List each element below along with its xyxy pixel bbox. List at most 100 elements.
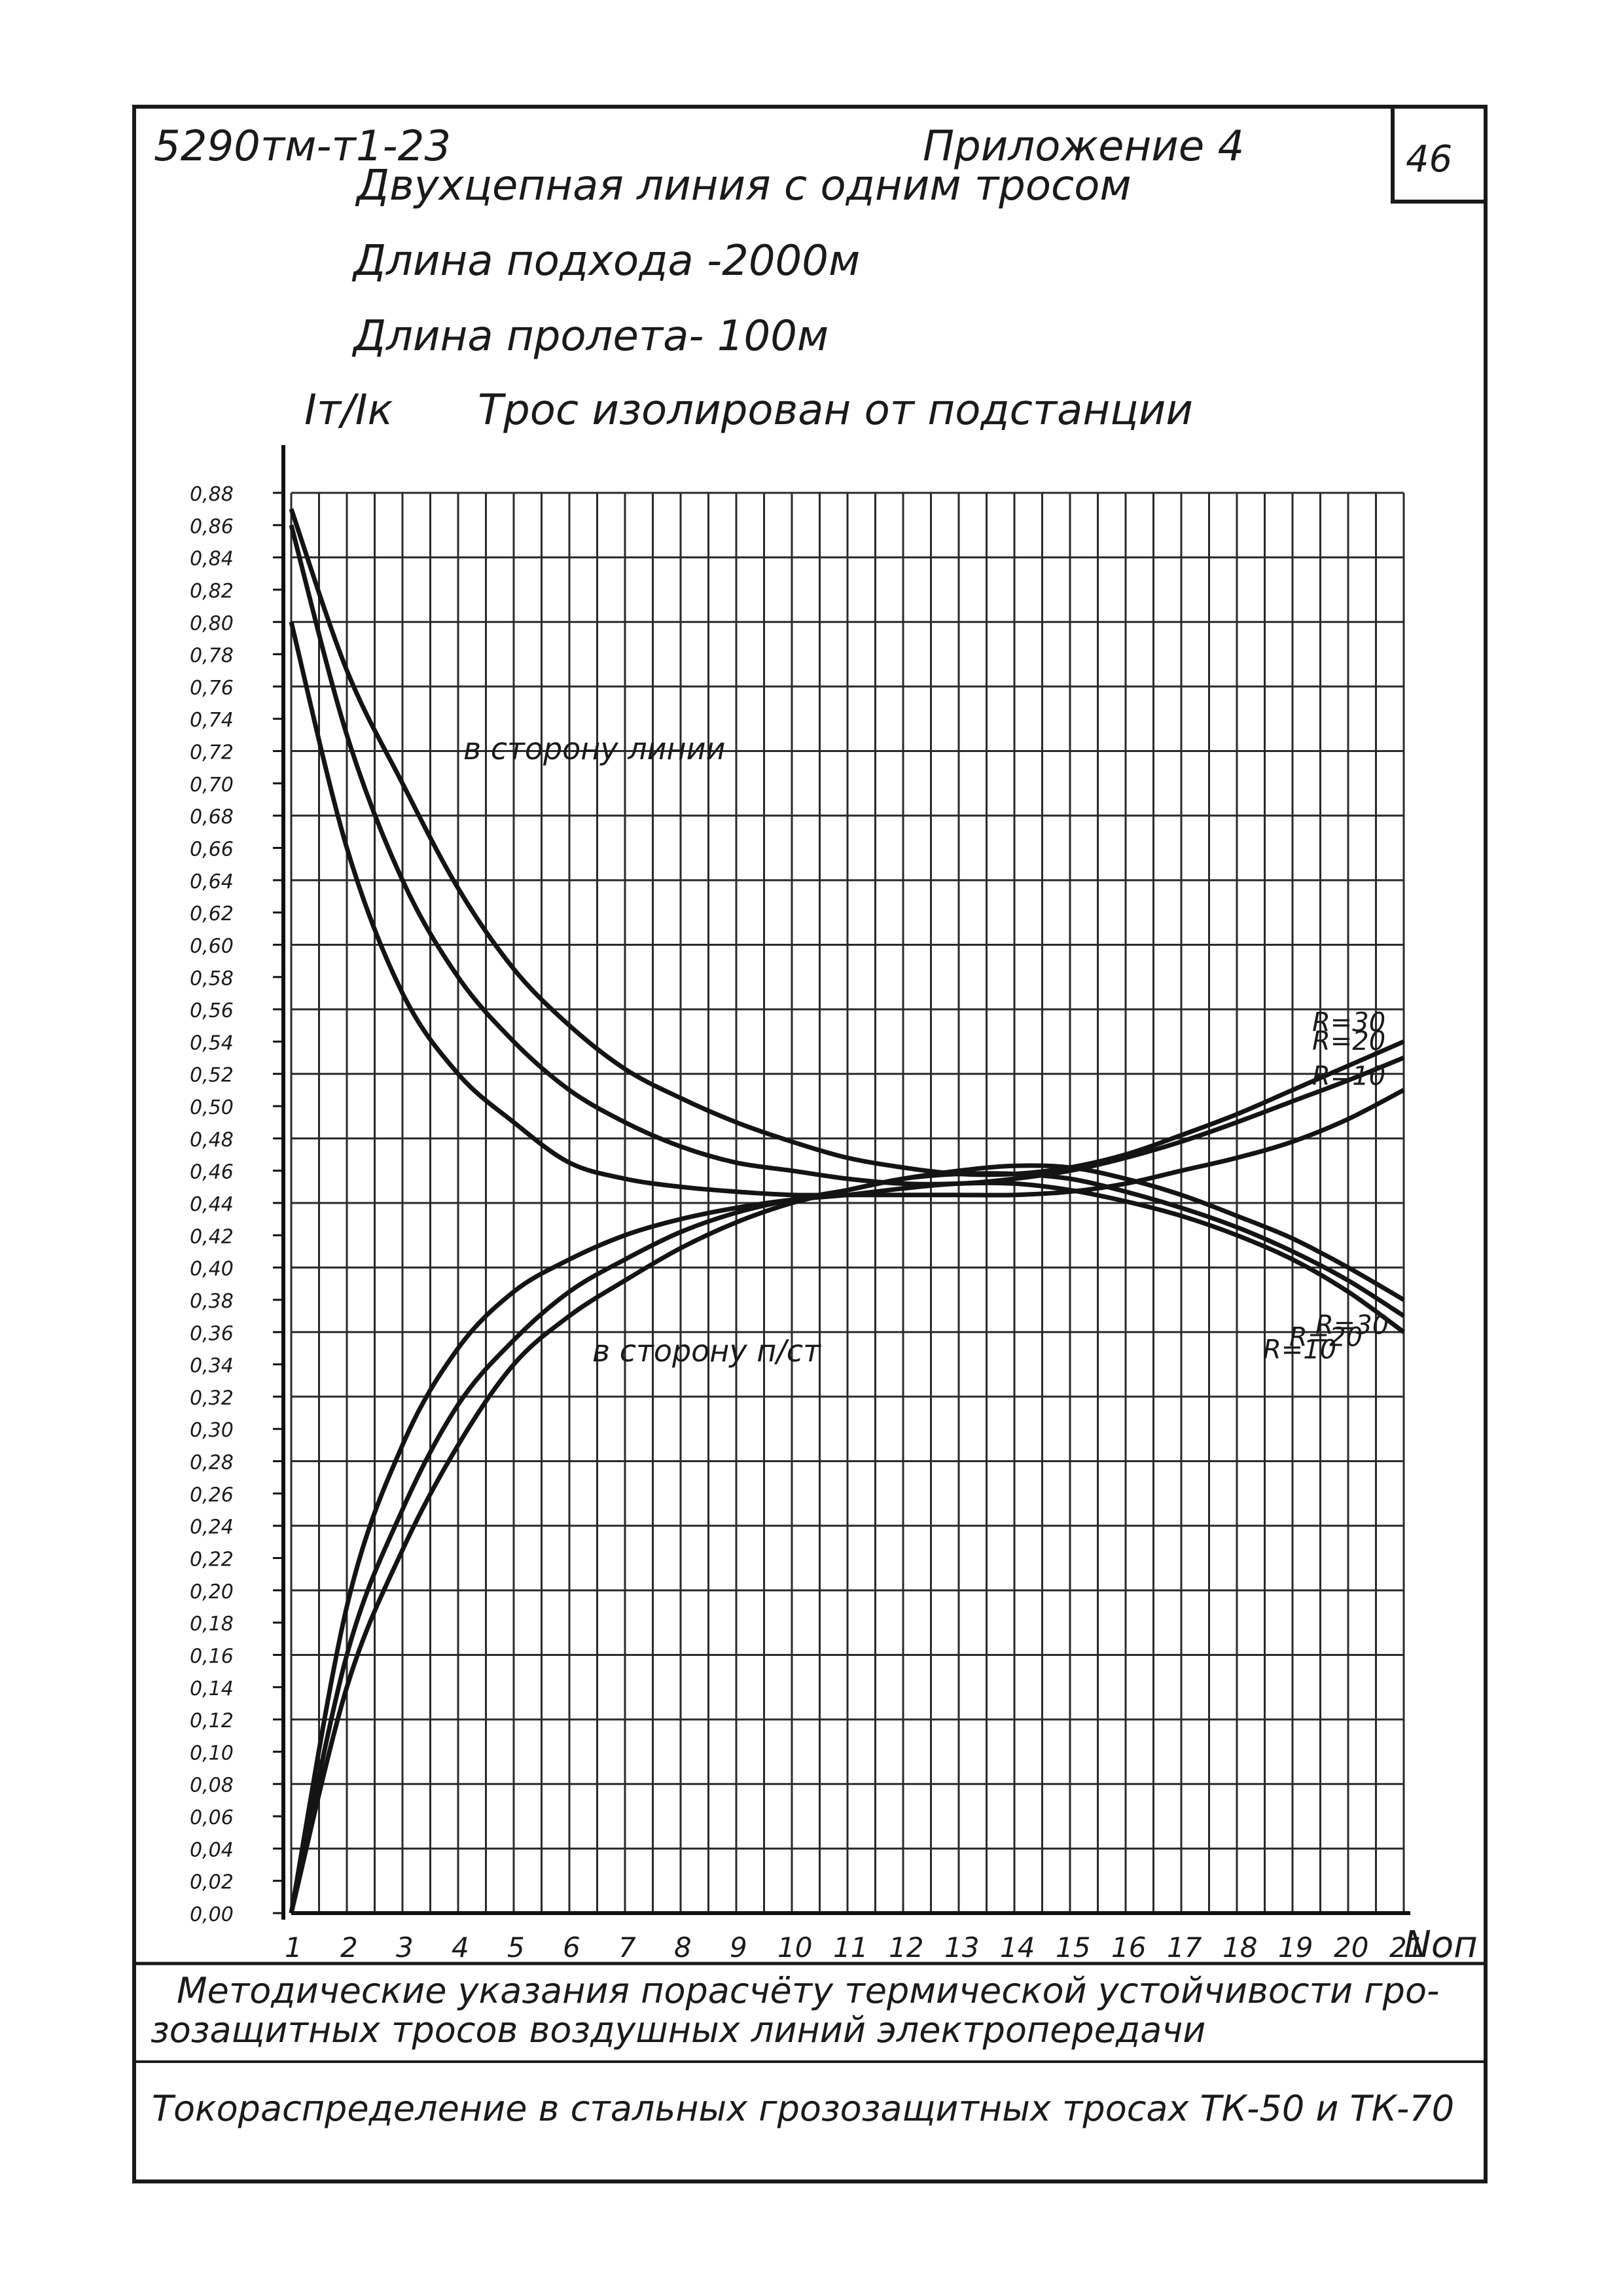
page-number-box [1391,107,1486,204]
y-tick-label: 0,26 [190,1484,234,1507]
x-tick-label: 17 [1167,1931,1202,1964]
series-line-toward-line-r30 [289,508,1405,1177]
x-tick-label: 1 [285,1931,302,1964]
x-tick-label: 13 [944,1931,979,1964]
y-tick-label: 0,42 [190,1225,234,1248]
series-label-toward-substation-r20: R=20 [1289,1323,1363,1353]
annotation-toward-line: в сторону линии [463,731,725,766]
y-tick-label: 0,54 [190,1031,234,1054]
y-tick-label: 0,70 [190,774,234,797]
subtitle-span-length: Длина пролета- 100м [351,312,829,361]
x-tick-labels: 1 2 3 4 5 6 7 8 9 10 11 12 13 14 15 16 17 18 19 20 21 [285,1931,1424,1964]
y-tick-label: 0,74 [190,709,234,732]
page-number: 46 [1406,138,1452,181]
y-tick-label: 0,32 [190,1387,234,1410]
y-tick-label: 0,18 [190,1613,234,1636]
y-tick-label: 0,66 [190,838,234,861]
y-tick-label: 0,88 [190,483,234,506]
y-tick-label: 0,40 [190,1258,234,1281]
x-tick-label: 8 [674,1931,692,1964]
x-tick-label: 2 [340,1931,358,1964]
footer-line-1: Методические указания порасчёту термичес… [177,1970,1439,2011]
y-tick-label: 0,10 [190,1742,234,1765]
series-label-toward-line-r30: R=30 [1312,1007,1385,1037]
y-tick-label: 0,06 [190,1806,234,1829]
y-tick-label: 0,30 [190,1419,234,1442]
y-tick-label: 0,36 [190,1322,234,1345]
x-tick-label: 20 [1334,1931,1368,1964]
y-tick-label: 0,34 [190,1355,234,1378]
x-tick-label: 19 [1278,1931,1313,1964]
y-tick-label: 0,60 [190,935,234,958]
x-tick-label: 3 [396,1931,414,1964]
appendix-label: Приложение 4 [923,122,1244,171]
y-tick-label: 0,52 [190,1064,234,1087]
y-tick-label: 0,46 [190,1161,234,1184]
y-tick-label: 0,62 [190,903,234,925]
doc-code: 5290тм-т1-23 [154,122,451,171]
series-line-toward-line-r20 [289,524,1405,1187]
y-tick-label: 0,02 [190,1871,234,1894]
x-tick-label: 18 [1222,1931,1257,1964]
series-label-toward-substation-r10: R=10 [1263,1335,1336,1365]
y-tick-label: 0,14 [190,1677,234,1700]
y-tick-label: 0,84 [190,548,234,571]
y-tick-label: 0,78 [190,645,234,668]
x-tick-label: 4 [452,1931,469,1964]
y-tick-label: 0,28 [190,1452,234,1475]
x-tick-label: 21 [1389,1931,1424,1964]
series-line-toward-substation-r30 [289,1163,1405,1914]
x-tick-label: 16 [1111,1931,1146,1964]
y-tick-label: 0,38 [190,1290,234,1313]
x-axis-label: Nоп [1404,1924,1478,1966]
series-label-toward-substation-r30: R=30 [1315,1310,1389,1340]
y-tick-label: 0,22 [190,1549,234,1571]
y-tick-label: 0,12 [190,1710,234,1732]
y-tick-label: 0,82 [190,580,234,603]
footer-line-3: Токораспределение в стальных грозозащитн… [152,2088,1454,2129]
condition-label: Трос изолирован от подстанции [478,386,1193,435]
x-tick-label: 11 [833,1931,868,1964]
x-tick-label: 15 [1056,1931,1090,1964]
x-tick-label: 5 [507,1931,525,1964]
y-tick-label: 0,68 [190,806,234,829]
y-tick-label: 0,16 [190,1645,234,1668]
chart-grid [290,492,1405,1914]
y-tick-label: 0,76 [190,677,234,700]
x-tick-label: 7 [618,1931,636,1964]
y-tick-labels: 0,00 0,02 0,04 0,06 0,08 0,10 0,12 0,14 0,16 0,18… [190,483,283,1926]
x-tick-label: 12 [889,1931,923,1964]
chart-axes [281,445,1410,1920]
sheet-frame [132,105,1488,2183]
y-tick-label: 0,00 [190,1903,234,1926]
y-tick-label: 0,44 [190,1193,234,1216]
y-tick-label: 0,58 [190,967,234,990]
y-tick-label: 0,86 [190,515,234,538]
chart-title: Двухцепная линия с одним тросом [355,162,1132,210]
y-tick-label: 0,50 [190,1096,234,1119]
x-tick-label: 9 [730,1931,747,1964]
x-tick-label: 10 [777,1931,812,1964]
y-tick-label: 0,56 [190,999,234,1022]
series-label-toward-line-r10: R=10 [1312,1061,1385,1091]
y-tick-label: 0,24 [190,1516,234,1539]
subtitle-approach-length: Длина подхода -2000м [351,237,860,285]
y-axis-label: Iт/Iк [304,386,393,435]
annotation-toward-substation: в сторону п/ст [592,1333,821,1369]
series-line-toward-line-r10 [289,621,1405,1198]
y-tick-label: 0,80 [190,612,234,635]
chart-series [289,508,1406,1914]
series-labels: R=10R=20R=30R=10R=20R=30 [1263,1007,1389,1365]
y-tick-label: 0,04 [190,1839,234,1861]
x-tick-label: 14 [1000,1931,1035,1964]
series-line-toward-substation-r20 [289,1171,1405,1914]
series-label-toward-line-r20: R=20 [1312,1026,1385,1056]
footer-line-2: зозащитных тросов воздушных линий электр… [151,2009,1205,2051]
y-tick-label: 0,20 [190,1581,234,1604]
y-tick-label: 0,64 [190,870,234,893]
x-tick-label: 6 [563,1931,580,1964]
y-tick-label: 0,48 [190,1128,234,1151]
y-tick-label: 0,08 [190,1774,234,1797]
y-tick-label: 0,72 [190,742,234,764]
